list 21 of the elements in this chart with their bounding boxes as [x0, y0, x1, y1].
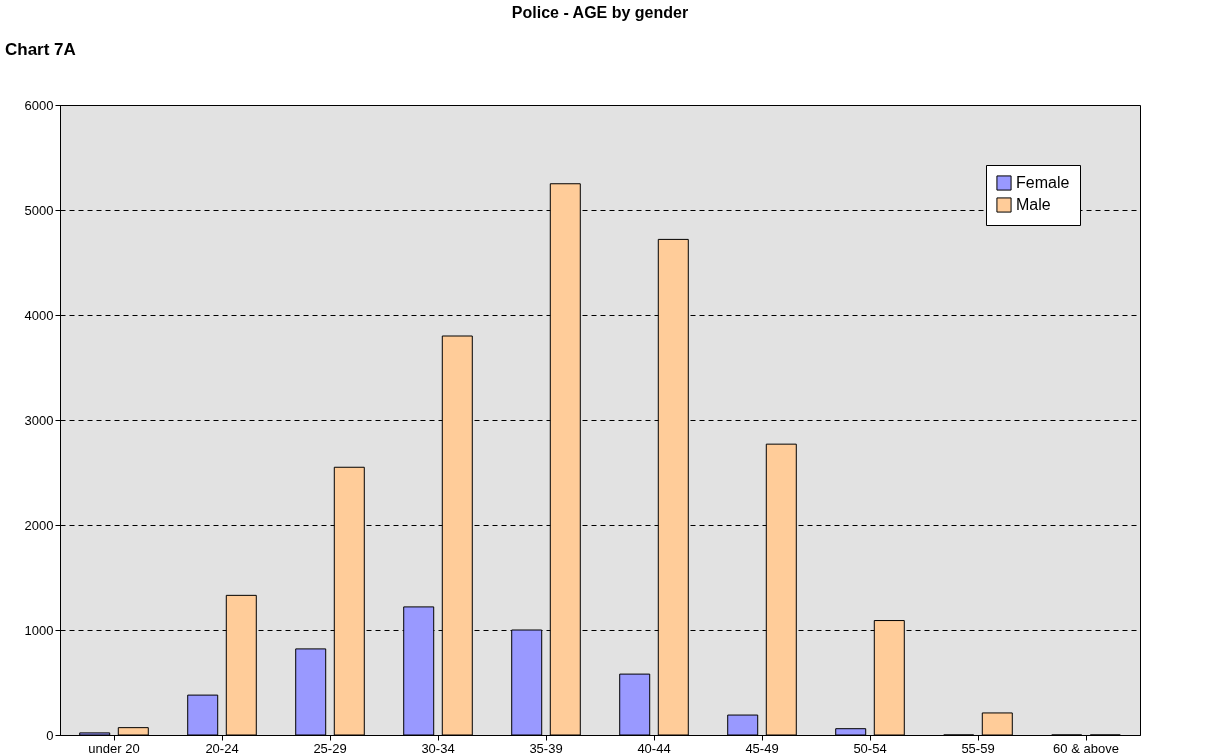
y-tick-label: 1000	[24, 622, 54, 638]
x-tick-label: 60 & above	[1053, 740, 1119, 753]
x-tick-label: 30-34	[421, 740, 455, 753]
caption: Chart 7A	[5, 40, 76, 59]
chart-title: Police - AGE by gender	[511, 4, 689, 21]
x-tick-label: 45-49	[745, 740, 779, 753]
x-tick-label: 55-59	[961, 740, 995, 753]
y-tick-label: 4000	[24, 307, 54, 323]
x-tick-label: under 20	[88, 740, 140, 753]
x-tick-label: 50-54	[853, 740, 887, 753]
y-tick-label: 6000	[24, 97, 54, 113]
y-tick-label: 5000	[24, 202, 54, 218]
y-tick-label: 2000	[24, 517, 54, 533]
legend-label: Female	[1016, 174, 1070, 191]
x-tick-label: 20-24	[205, 740, 239, 753]
x-tick-label: 25-29	[313, 740, 347, 753]
x-tick-label: 40-44	[637, 740, 671, 753]
y-tick-label: 0	[46, 727, 54, 743]
y-tick-label: 3000	[24, 412, 54, 428]
legend-label: Male	[1016, 196, 1051, 213]
x-tick-label: 35-39	[529, 740, 563, 753]
